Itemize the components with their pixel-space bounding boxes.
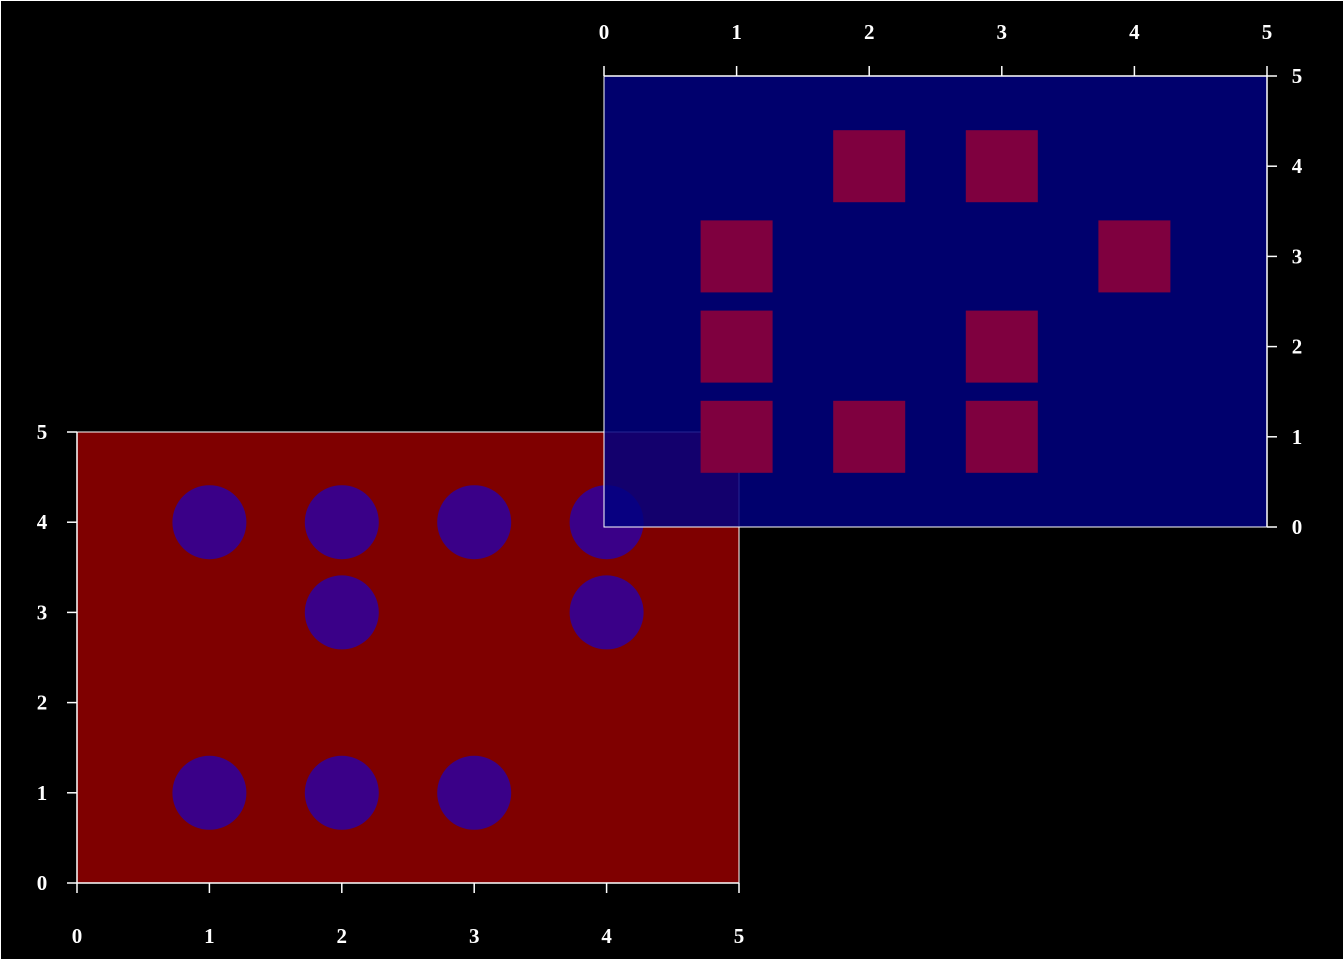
x-tick-label: 0 bbox=[72, 924, 83, 948]
axes bbox=[67, 431, 740, 893]
data-point-square bbox=[965, 400, 1038, 473]
y-tick-label: 4 bbox=[1292, 154, 1303, 178]
panel-blue-squares: 0 1 2 3 4 5 0 1 2 3 4 5 bbox=[599, 20, 1303, 539]
x-tick-label: 0 bbox=[599, 20, 610, 44]
data-point-circle bbox=[172, 485, 247, 560]
data-point-circle bbox=[304, 755, 379, 830]
data-point-square bbox=[965, 130, 1038, 203]
y-tick-label: 3 bbox=[37, 600, 48, 624]
y-tick-label: 0 bbox=[1292, 515, 1303, 539]
x-tick-label: 2 bbox=[337, 924, 348, 948]
data-point-circle bbox=[437, 485, 512, 560]
y-tick-label: 4 bbox=[37, 510, 48, 534]
y-tick-label: 2 bbox=[37, 691, 48, 715]
x-tick-label: 3 bbox=[469, 924, 480, 948]
data-point-square bbox=[833, 400, 906, 473]
x-tick-label: 2 bbox=[864, 20, 875, 44]
data-point-circle bbox=[304, 485, 379, 560]
data-point-square bbox=[1098, 220, 1171, 293]
y-tick-label: 2 bbox=[1292, 335, 1303, 359]
data-point-square bbox=[700, 310, 773, 383]
y-tick-label: 1 bbox=[1292, 425, 1303, 449]
data-point-square bbox=[965, 310, 1038, 383]
data-point-circle bbox=[172, 755, 247, 830]
data-point-circle bbox=[569, 575, 644, 650]
y-tick-label: 5 bbox=[1292, 64, 1303, 88]
data-point-circle bbox=[304, 575, 379, 650]
data-point-square bbox=[700, 220, 773, 293]
x-tick-label: 4 bbox=[601, 924, 612, 948]
x-tick-label: 4 bbox=[1129, 20, 1140, 44]
data-point-square bbox=[833, 130, 906, 203]
y-tick-label: 3 bbox=[1292, 244, 1303, 268]
x-tick-label: 3 bbox=[997, 20, 1008, 44]
y-tick-label: 5 bbox=[37, 420, 48, 444]
data-point-square bbox=[700, 400, 773, 473]
x-tick-label: 1 bbox=[204, 924, 215, 948]
x-tick-label: 5 bbox=[734, 924, 745, 948]
data-point-circle bbox=[437, 755, 512, 830]
axes bbox=[603, 66, 1277, 528]
x-tick-label: 5 bbox=[1262, 20, 1273, 44]
x-tick-label: 1 bbox=[731, 20, 742, 44]
markers bbox=[700, 130, 1171, 473]
y-tick-label: 0 bbox=[37, 871, 48, 895]
y-tick-label: 1 bbox=[37, 781, 48, 805]
